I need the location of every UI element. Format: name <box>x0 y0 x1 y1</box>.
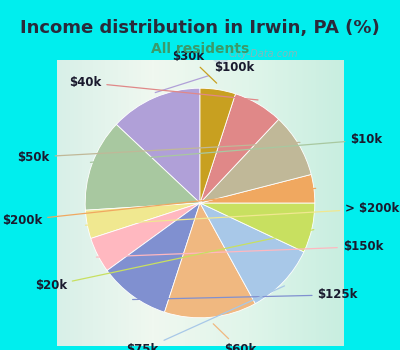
Text: $30k: $30k <box>172 50 217 83</box>
Text: $100k: $100k <box>155 61 254 93</box>
Text: City-Data.com: City-Data.com <box>228 49 298 59</box>
Text: $75k: $75k <box>126 286 284 350</box>
Text: Income distribution in Irwin, PA (%): Income distribution in Irwin, PA (%) <box>20 19 380 37</box>
Text: $50k: $50k <box>18 142 300 163</box>
Text: $20k: $20k <box>35 230 314 292</box>
Wedge shape <box>200 174 315 203</box>
Wedge shape <box>85 124 200 210</box>
Text: $60k: $60k <box>213 324 256 350</box>
Wedge shape <box>86 203 200 238</box>
Text: > $200k: > $200k <box>86 202 399 225</box>
Text: All residents: All residents <box>151 42 249 56</box>
Wedge shape <box>116 88 200 203</box>
Text: $10k: $10k <box>90 133 382 162</box>
Wedge shape <box>200 203 304 303</box>
Text: $125k: $125k <box>133 288 358 301</box>
Wedge shape <box>200 203 315 252</box>
Circle shape <box>212 44 230 63</box>
Wedge shape <box>91 203 200 271</box>
Wedge shape <box>200 119 311 203</box>
Wedge shape <box>107 203 200 312</box>
Wedge shape <box>200 88 236 203</box>
Wedge shape <box>164 203 255 318</box>
Text: $150k: $150k <box>96 240 383 257</box>
Wedge shape <box>200 94 278 203</box>
Text: $200k: $200k <box>2 188 316 227</box>
Text: $40k: $40k <box>69 76 258 100</box>
